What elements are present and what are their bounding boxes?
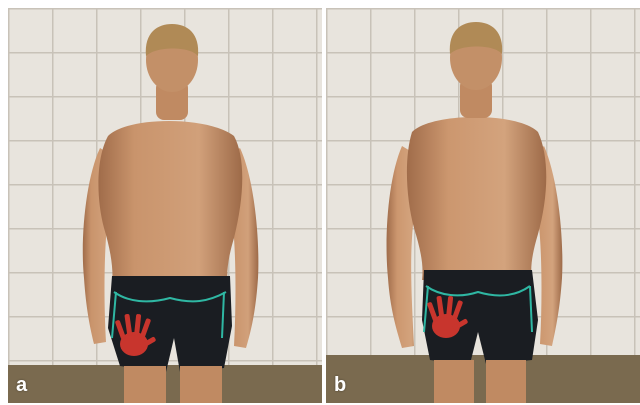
side-stripe-left xyxy=(423,285,429,333)
right-leg xyxy=(180,366,222,403)
side-stripe-right xyxy=(529,285,533,333)
photo-panel-a: a xyxy=(8,8,322,403)
side-stripe-right xyxy=(221,291,225,339)
hair xyxy=(449,22,503,54)
left-leg xyxy=(124,366,166,403)
shorts-stripe xyxy=(425,285,531,297)
handprint-graphic xyxy=(115,313,156,356)
shorts-stripe xyxy=(113,291,227,303)
hair xyxy=(145,24,199,56)
panel-label-b: b xyxy=(334,374,347,396)
panel-label-a: a xyxy=(16,374,28,396)
back-view-photo-b xyxy=(326,8,640,403)
torso xyxy=(98,121,243,288)
right-leg xyxy=(486,360,526,403)
handprint-graphic xyxy=(427,295,468,338)
back-view-photo-a xyxy=(8,8,322,403)
side-stripe-left xyxy=(111,291,117,339)
shorts xyxy=(422,270,538,364)
left-leg xyxy=(434,360,474,403)
photo-panel-b: b xyxy=(326,8,640,403)
torso xyxy=(406,117,547,280)
floor xyxy=(326,355,640,403)
